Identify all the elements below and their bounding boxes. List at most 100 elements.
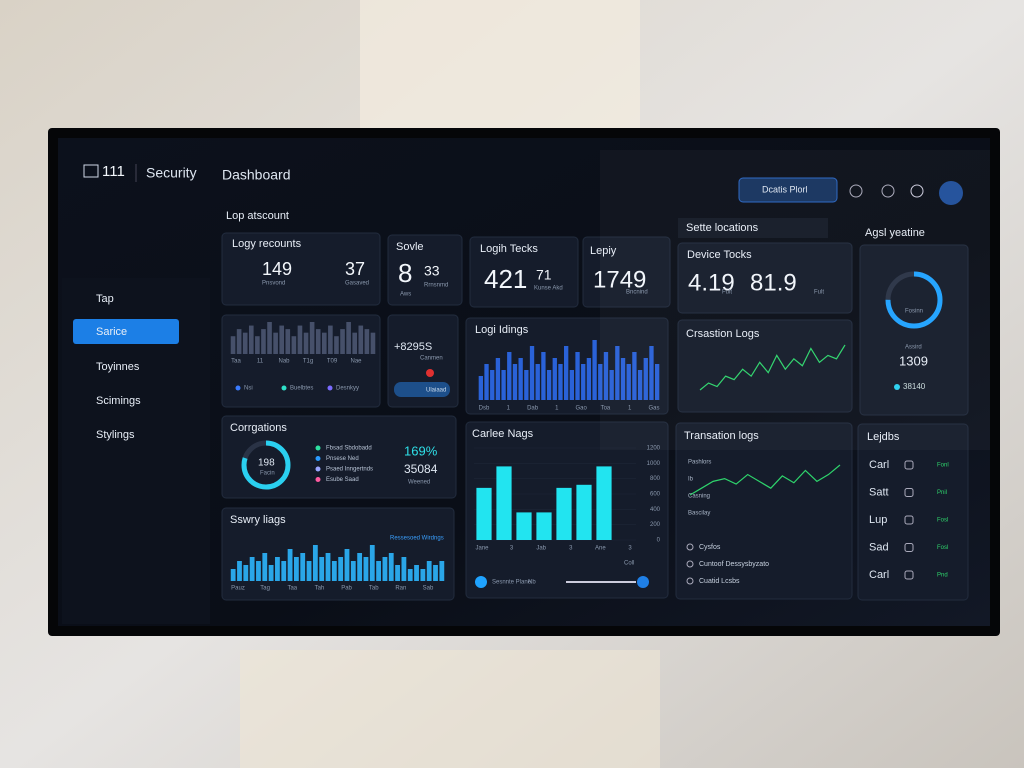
line <box>699 344 846 391</box>
axis-label: Nab <box>278 359 290 365</box>
legend-dot <box>315 477 321 482</box>
footer-value: 38140 <box>903 382 926 391</box>
bar <box>328 325 333 354</box>
card-title: Lejdbs <box>867 431 900 443</box>
alert-button[interactable] <box>394 382 450 397</box>
bar <box>340 329 345 354</box>
axis-label: T09 <box>327 359 338 365</box>
title: Security <box>146 165 197 181</box>
nav-item[interactable]: Sarice <box>96 326 127 338</box>
bar <box>596 466 612 540</box>
stat-value: 33 <box>424 263 440 279</box>
axis-label: Bascilay <box>688 511 710 517</box>
nav-item[interactable]: Stylings <box>96 429 135 441</box>
bar <box>370 332 376 354</box>
header-button-label[interactable]: Dcatis Plorl <box>762 184 808 194</box>
legend-dot <box>315 456 321 461</box>
bar <box>319 557 325 581</box>
bar <box>357 553 363 581</box>
bar <box>268 565 274 581</box>
axis-label: Jab <box>536 546 546 552</box>
card-title: Logi Idings <box>475 324 529 336</box>
bar <box>256 561 261 581</box>
bar <box>236 329 242 354</box>
bar <box>536 512 552 540</box>
bar <box>242 332 248 354</box>
control-label[interactable]: Sesnnte Plane <box>492 580 532 586</box>
bar <box>529 346 535 400</box>
control-label[interactable]: Nb <box>528 580 536 586</box>
list-icon <box>686 577 694 585</box>
ledger-icon <box>904 460 914 470</box>
bar <box>512 364 518 400</box>
ring-label: Facin <box>260 471 275 477</box>
axis-label: 11 <box>257 359 264 365</box>
axis-label: Ane <box>595 546 606 552</box>
icon[interactable] <box>849 184 863 198</box>
control-label[interactable]: Coll <box>624 561 634 567</box>
axis-label: Tag <box>260 586 270 592</box>
axis-label: Dsb <box>479 406 490 412</box>
ring <box>241 440 291 490</box>
y-tick-label: 0 <box>657 538 661 544</box>
stat-label: Pnsvond <box>262 281 285 287</box>
logo-icon <box>83 164 99 178</box>
ledger-name: Sad <box>869 541 889 553</box>
legend-label: Buelbtes <box>290 386 313 392</box>
axis-label: Ib <box>688 477 694 483</box>
tab-label[interactable]: Sette locations <box>686 222 759 234</box>
bar <box>501 370 506 400</box>
ledger-name: Carl <box>869 569 889 581</box>
card <box>859 244 969 416</box>
list-item: Cuntoof Dessysbyzato <box>699 561 769 568</box>
search-icon[interactable] <box>910 184 924 198</box>
bar <box>546 370 552 400</box>
bar <box>401 557 407 581</box>
bar <box>620 358 626 400</box>
nav-item[interactable]: Scimings <box>96 395 141 407</box>
section-title: Lop atscount <box>226 210 289 222</box>
ledger-status: Fosl <box>937 545 948 551</box>
control[interactable] <box>475 576 487 588</box>
nav-item[interactable]: Toyinnes <box>96 361 140 373</box>
bar <box>285 329 291 354</box>
nav-item[interactable]: Tap <box>96 293 114 305</box>
card <box>221 415 457 499</box>
avatar[interactable] <box>939 181 963 205</box>
link[interactable]: Ressesoed Wirdngs <box>390 536 444 542</box>
alert-button-label[interactable]: Ulaiaad <box>426 388 446 394</box>
bar <box>496 466 512 540</box>
header-button[interactable] <box>738 177 838 203</box>
tab[interactable] <box>678 218 828 238</box>
axis-label: Pab <box>341 586 352 592</box>
bar <box>306 561 312 581</box>
ledger-name: Lup <box>869 514 887 526</box>
bar <box>507 352 512 400</box>
stat-value: 1749 <box>593 266 646 293</box>
axis-label: Pashlors <box>688 460 711 466</box>
legend-dot <box>315 445 321 451</box>
axis-label: 3 <box>628 546 632 552</box>
card-title: Carlee Nags <box>472 428 534 440</box>
slider-thumb[interactable] <box>637 576 649 588</box>
ledger-name: Carl <box>869 459 889 471</box>
legend-label: Desnkyy <box>336 386 359 392</box>
bar <box>262 553 268 581</box>
bar <box>267 322 272 354</box>
bar <box>281 561 287 581</box>
axis-label: 1 <box>507 406 511 412</box>
icon[interactable] <box>881 184 895 198</box>
bar <box>273 332 278 354</box>
bar <box>376 561 382 581</box>
bar <box>426 561 432 581</box>
active-nav[interactable] <box>73 319 179 344</box>
bar <box>615 346 620 400</box>
stat-label: Kunse Akd <box>534 286 563 292</box>
legend-label: Nsi <box>244 386 253 392</box>
stat-value: 81.9 <box>750 269 797 296</box>
bar <box>279 325 285 354</box>
bar <box>331 561 337 581</box>
legend-dot <box>235 385 241 391</box>
